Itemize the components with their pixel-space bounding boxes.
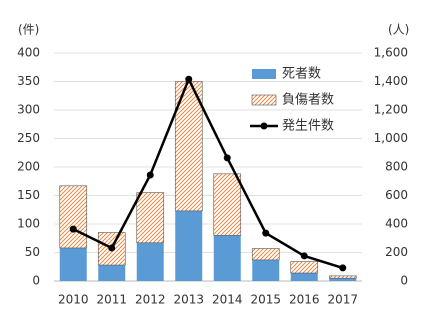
y-tick-label: 250 [17, 131, 40, 145]
x-tick-label: 2014 [212, 293, 243, 307]
line-marker [108, 244, 116, 252]
bar [136, 242, 164, 281]
bar [97, 232, 126, 266]
line-marker [300, 252, 308, 260]
bar [252, 259, 280, 281]
y-tick-label: 50 [25, 245, 40, 259]
line-marker [339, 264, 347, 272]
y-tick-label: 350 [17, 74, 40, 88]
x-tick-label: 2015 [250, 293, 281, 307]
y2-tick-label: 1,200 [374, 103, 408, 117]
bar [98, 265, 126, 281]
y2-tick-label: 400 [385, 217, 408, 231]
bar [251, 248, 280, 261]
y2-tick-label: 1,000 [374, 131, 408, 145]
line-marker [223, 154, 231, 162]
x-tick-label: 2012 [135, 293, 166, 307]
y2-axis-label: (人) [388, 23, 409, 37]
bar [213, 235, 241, 281]
y2-tick-label: 1,600 [374, 46, 408, 60]
x-tick-label: 2011 [96, 293, 127, 307]
x-tick-label: 2013 [173, 293, 204, 307]
legend-label: 発生件数 [282, 119, 334, 134]
bar [175, 210, 203, 281]
line-marker [262, 229, 270, 237]
y2-tick-label: 0 [400, 274, 408, 288]
y2-tick-label: 600 [385, 188, 408, 202]
legend-label: 死者数 [282, 67, 321, 82]
y-tick-label: 0 [32, 274, 40, 288]
legend-swatch [251, 94, 277, 106]
line [72, 76, 344, 270]
y2-tick-label: 200 [385, 245, 408, 259]
bar [59, 185, 88, 249]
y2-tick-label: 1,400 [374, 74, 408, 88]
y-tick-label: 400 [17, 46, 40, 60]
bar [328, 275, 357, 279]
y-axis-label: (件) [18, 23, 39, 37]
legend-label: 負傷者数 [282, 93, 334, 108]
bar [136, 192, 165, 244]
bar [213, 173, 242, 236]
line-marker [69, 225, 77, 233]
bar [59, 247, 87, 281]
legend-swatch [252, 69, 276, 79]
y2-tick-label: 800 [385, 160, 408, 174]
legend-marker [260, 122, 268, 130]
x-tick-label: 2010 [58, 293, 89, 307]
y-tick-label: 150 [17, 188, 40, 202]
line-marker [146, 171, 154, 179]
y-tick-label: 300 [17, 103, 40, 117]
x-tick-label: 2016 [289, 293, 320, 307]
x-tick-label: 2017 [327, 293, 358, 307]
y-tick-label: 200 [17, 160, 40, 174]
y-tick-label: 100 [17, 217, 40, 231]
bar [290, 273, 318, 281]
line-marker [185, 75, 193, 83]
bar [329, 278, 357, 281]
bar [290, 261, 319, 274]
